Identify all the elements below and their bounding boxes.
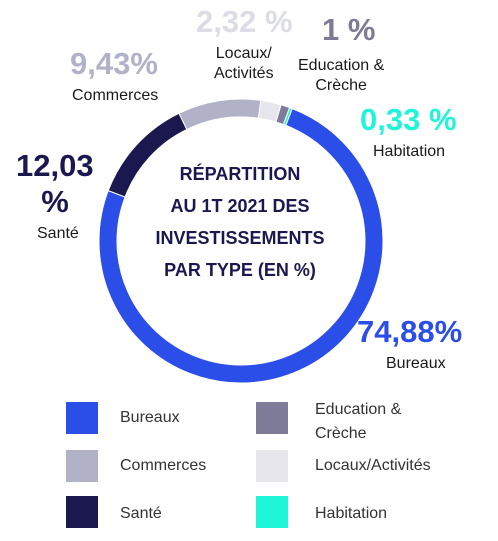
slice-education <box>275 104 291 126</box>
chart-title-line-2: AU 1T 2021 DES <box>170 196 310 216</box>
legend-swatch-habitation <box>256 496 288 528</box>
legend-swatch-education <box>256 402 288 434</box>
legend-swatch-commerces <box>66 450 98 482</box>
slice-name-commerces: Commerces <box>72 87 159 104</box>
legend-label-education: Education & Crèche <box>315 401 402 442</box>
legend-swatch-bureaux <box>66 402 98 434</box>
slice-bureaux <box>98 107 384 384</box>
data-label-habitation: 0,33 % <box>360 102 457 137</box>
legend-label-sante: Santé <box>120 505 162 522</box>
data-label-education: 1 % <box>322 12 376 47</box>
slice-name-locaux: Locaux/ Activités <box>214 45 274 82</box>
slice-name-education: Education & Crèche <box>298 57 385 94</box>
chart-title-line-1: RÉPARTITION <box>179 164 301 184</box>
legend-label-commerces: Commerces <box>120 457 207 474</box>
legend-label-locaux: Locaux/Activités <box>315 457 431 474</box>
slice-name-bureaux: Bureaux <box>386 355 446 372</box>
chart-title-line-4: PAR TYPE (EN %) <box>164 260 316 280</box>
slice-name-sante: Santé <box>37 225 79 242</box>
legend-label-bureaux: Bureaux <box>120 409 180 426</box>
legend-swatch-sante <box>66 496 98 528</box>
chart-title-line-3: INVESTISSEMENTS <box>155 228 325 248</box>
data-label-sante: 12,03 % <box>16 148 94 219</box>
legend-label-habitation: Habitation <box>315 505 388 522</box>
legend-swatch-locaux <box>256 450 288 482</box>
data-label-bureaux: 74,88% <box>357 314 463 349</box>
chart-title: RÉPARTITION AU 1T 2021 DES INVESTISSEMEN… <box>140 158 340 286</box>
slice-commerces <box>178 98 262 131</box>
data-label-commerces: 9,43% <box>70 46 158 81</box>
data-label-locaux: 2,32 % <box>196 4 293 39</box>
slice-name-habitation: Habitation <box>373 143 446 160</box>
